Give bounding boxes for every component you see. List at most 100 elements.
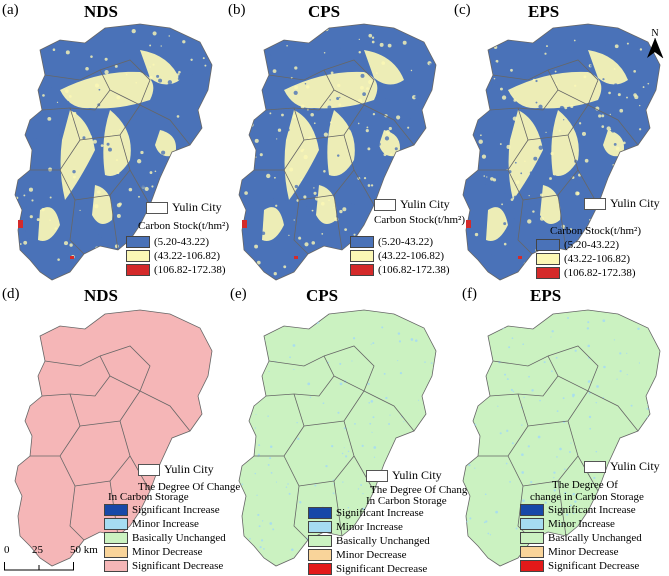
panel-label: (a) [2, 2, 19, 18]
city-label: Yulin City [392, 468, 442, 482]
legend-label: Minor Decrease [132, 546, 203, 558]
panel-label: (d) [2, 286, 20, 302]
legend-item-unchanged: Basically Unchanged [520, 531, 644, 545]
swatch-low [350, 236, 374, 249]
legend-label: (106.82-172.38) [154, 264, 226, 276]
carbon-change-map-cps [238, 309, 437, 567]
swatch-minor-increase [104, 518, 128, 531]
panel-label: (b) [228, 2, 246, 18]
legend-label: (43.22-106.82) [378, 250, 444, 262]
swatch-low [536, 239, 560, 252]
north-arrow: N [644, 28, 666, 65]
legend-item-unchanged: Basically Unchanged [308, 534, 472, 548]
legend-title-2: change in Carbon Storage [530, 491, 644, 503]
carbon-mid-area [60, 110, 95, 200]
swatch-high [126, 264, 150, 277]
swatch-sig-increase [308, 507, 332, 520]
carbon-mid-area [284, 110, 319, 200]
yulin-city-legend: Yulin City [146, 200, 222, 215]
panel-f: (f) EPS Yulin City The Degree Of change … [448, 286, 669, 574]
legend-label: (43.22-106.82) [564, 253, 630, 265]
district-boundary [587, 390, 639, 432]
carbon-mid-area [262, 207, 284, 241]
legend-label: Minor Decrease [336, 549, 407, 561]
city-box-swatch [138, 464, 160, 477]
swatch-high [536, 267, 560, 280]
legend-label: Minor Decrease [548, 546, 619, 558]
north-label: N [651, 28, 658, 39]
carbon-high-area [518, 256, 522, 259]
carbon-high-area [70, 256, 74, 259]
district-boundary [30, 393, 81, 457]
swatch-minor-increase [308, 521, 332, 534]
carbon-high-area [466, 220, 471, 228]
carbon-mid-area [540, 185, 561, 224]
carbon-mid-area [103, 110, 131, 176]
legend-item-unchanged: Basically Unchanged [104, 531, 240, 545]
panel-d: (d) NDS Yulin City The Degree Of Change … [0, 286, 240, 574]
carbon-stock-legend: Carbon Stock(t/hm²) (5.20-43.22) (43.22-… [536, 224, 641, 280]
carbon-change-map-nds [14, 309, 213, 567]
legend-item-minor-decrease: Minor Decrease [104, 545, 240, 559]
swatch-sig-increase [520, 504, 544, 517]
district-boundary [59, 455, 85, 541]
panel-title: NDS [84, 2, 119, 21]
panel-label: (f) [462, 286, 477, 302]
panel-label: (e) [230, 286, 247, 302]
legend-label: (5.20-43.22) [154, 236, 209, 248]
legend-title-1: The Degree Of Change [138, 481, 241, 493]
legend-item-sig-increase: Significant Increase [520, 503, 644, 517]
legend-label: Minor Increase [132, 518, 199, 530]
legend-item-sig-decrease: Significant Decrease [520, 559, 644, 573]
carbon-stock-map-cps [238, 23, 437, 281]
legend-title-1: The Degree Of Change [370, 484, 473, 496]
district-boundary [323, 345, 375, 392]
legend-label: (43.22-106.82) [154, 250, 220, 262]
swatch-minor-increase [520, 518, 544, 531]
change-area [462, 309, 661, 567]
carbon-mid-area [364, 50, 404, 85]
yulin-city-legend: Yulin City [584, 459, 660, 474]
city-box-swatch [584, 198, 606, 211]
panel-title: CPS [308, 2, 341, 21]
legend-label: Minor Increase [336, 521, 403, 533]
legend-item-high: (106.82-172.38) [126, 263, 229, 277]
panel-label: (c) [454, 2, 471, 18]
legend-label: Basically Unchanged [132, 532, 226, 544]
swatch-unchanged [308, 535, 332, 548]
legend-item-high: (106.82-172.38) [536, 266, 641, 280]
carbon-mid-area [284, 71, 378, 109]
carbon-mid-area [316, 185, 337, 224]
change-legend: The Degree Of change in Carbon Storage S… [520, 480, 644, 573]
change-legend: The Degree Of Change In Carbon Storage S… [104, 482, 240, 573]
swatch-mid [350, 250, 374, 263]
legend-title: Carbon Stock(t/hm²) [374, 214, 465, 226]
yulin-city-legend: Yulin City [138, 462, 214, 477]
city-label: Yulin City [610, 196, 660, 210]
carbon-high-area [18, 220, 23, 228]
legend-item-low: (5.20-43.22) [350, 235, 465, 249]
district-boundary [507, 169, 533, 255]
scale-tick-50: 50 km [70, 544, 98, 556]
scale-bar-line [4, 562, 74, 571]
carbon-stock-legend: Carbon Stock(t/hm²) (5.20-43.22) (43.22-… [126, 219, 229, 277]
district-boundary [587, 104, 639, 146]
scale-bar: 0 25 50 km [4, 538, 144, 574]
district-boundary [333, 480, 343, 537]
legend-item-minor-increase: Minor Increase [308, 520, 472, 534]
legend-item-sig-decrease: Significant Decrease [104, 559, 240, 573]
carbon-mid-area [508, 71, 602, 109]
carbon-high-area [294, 256, 298, 259]
district-boundary [557, 194, 567, 251]
legend-title-2: In Carbon Storage [366, 495, 447, 507]
city-box-swatch [366, 470, 388, 483]
swatch-mid [126, 250, 150, 263]
swatch-minor-decrease [104, 546, 128, 559]
district-boundary [109, 194, 119, 251]
carbon-high-area [242, 220, 247, 228]
swatch-minor-decrease [520, 546, 544, 559]
legend-item-mid: (43.22-106.82) [126, 249, 229, 263]
north-arrow-icon: N [647, 28, 664, 59]
district-boundary [478, 393, 529, 457]
carbon-mid-area [60, 71, 154, 109]
